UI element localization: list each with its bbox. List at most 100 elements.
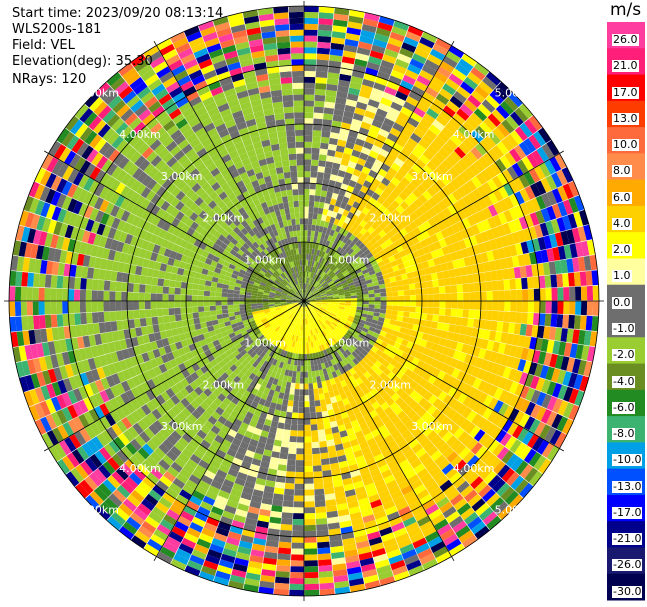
range-gate	[291, 412, 299, 419]
range-gate	[361, 349, 369, 357]
range-gate	[435, 114, 449, 127]
range-gate	[97, 279, 105, 291]
range-gate	[318, 565, 333, 572]
range-gate	[433, 307, 440, 315]
range-gate	[416, 42, 432, 54]
range-gate	[397, 410, 407, 420]
range-gate	[566, 229, 576, 244]
range-gate	[350, 308, 357, 312]
range-gate	[442, 207, 452, 219]
range-gate	[313, 465, 322, 472]
range-gate	[380, 253, 388, 261]
range-gate	[401, 127, 413, 138]
range-gate	[374, 304, 381, 309]
range-gate	[377, 334, 385, 341]
range-gate	[455, 63, 470, 77]
range-gate	[378, 128, 390, 138]
range-gate	[423, 267, 431, 275]
range-gate	[506, 333, 514, 345]
range-gate	[376, 153, 387, 163]
range-gate	[361, 310, 369, 315]
range-gate	[313, 307, 319, 312]
range-gate	[150, 293, 157, 301]
range-gate	[423, 391, 433, 401]
range-gate	[321, 315, 327, 321]
range-gate	[363, 363, 371, 371]
range-gate	[326, 319, 332, 325]
range-gate	[541, 379, 551, 394]
range-gate	[335, 253, 341, 260]
range-gate	[336, 313, 343, 318]
range-gate	[400, 321, 408, 329]
range-gate	[494, 237, 504, 249]
range-gate	[321, 272, 327, 278]
range-gate	[331, 321, 338, 327]
range-gate	[304, 489, 315, 496]
range-gate	[313, 471, 323, 478]
range-gate	[452, 350, 462, 360]
range-gate	[360, 29, 376, 39]
range-gate	[370, 213, 379, 222]
range-gate	[304, 118, 314, 125]
range-gate	[346, 276, 353, 282]
range-gate	[413, 393, 424, 404]
range-gate	[379, 330, 387, 337]
range-gate	[452, 378, 462, 390]
range-gate	[496, 224, 506, 237]
range-gate	[504, 96, 519, 112]
range-gate	[340, 279, 348, 285]
range-gate	[408, 258, 417, 267]
range-gate	[435, 329, 443, 338]
range-gate	[293, 495, 304, 502]
range-gate	[221, 292, 228, 297]
range-gate	[592, 285, 599, 301]
range-gate	[307, 291, 312, 297]
range-gate	[436, 248, 445, 257]
range-gate	[156, 301, 163, 309]
range-gate	[371, 319, 379, 325]
range-gate	[446, 138, 458, 151]
range-gate	[325, 161, 334, 169]
range-gate	[290, 572, 304, 579]
range-gate	[550, 274, 558, 288]
range-gate	[403, 260, 411, 268]
range-gate	[421, 362, 431, 372]
range-gate	[447, 193, 458, 205]
range-gate	[435, 93, 450, 105]
range-gate	[324, 311, 331, 316]
range-gate	[352, 365, 360, 373]
range-gate	[377, 397, 386, 406]
range-gate	[308, 293, 314, 298]
range-gate	[368, 297, 375, 301]
range-gate	[419, 319, 427, 327]
range-gate	[329, 324, 335, 331]
range-gate	[210, 310, 217, 316]
range-gate	[262, 301, 269, 304]
range-gate	[525, 200, 536, 214]
range-gate	[312, 382, 318, 389]
range-gate	[400, 177, 411, 187]
range-gate	[568, 314, 575, 329]
range-gate	[402, 74, 416, 86]
range-gate	[304, 183, 310, 189]
range-gate	[503, 196, 514, 210]
range-gate	[227, 293, 234, 298]
range-gate	[304, 554, 318, 561]
range-gate	[440, 330, 449, 339]
range-gate	[519, 385, 530, 399]
range-gate	[370, 346, 379, 353]
range-gate	[312, 141, 321, 149]
range-gate	[382, 322, 390, 329]
range-gate	[404, 172, 415, 183]
range-gate	[356, 232, 364, 240]
range-gate	[26, 287, 33, 301]
range-gate	[475, 253, 483, 264]
range-gate	[455, 276, 463, 285]
range-gate	[357, 322, 365, 328]
range-gate	[426, 227, 436, 237]
range-gate	[458, 352, 467, 362]
range-gate	[304, 29, 318, 36]
range-gate	[317, 553, 332, 561]
range-gate	[391, 286, 398, 292]
range-gate	[216, 309, 223, 315]
